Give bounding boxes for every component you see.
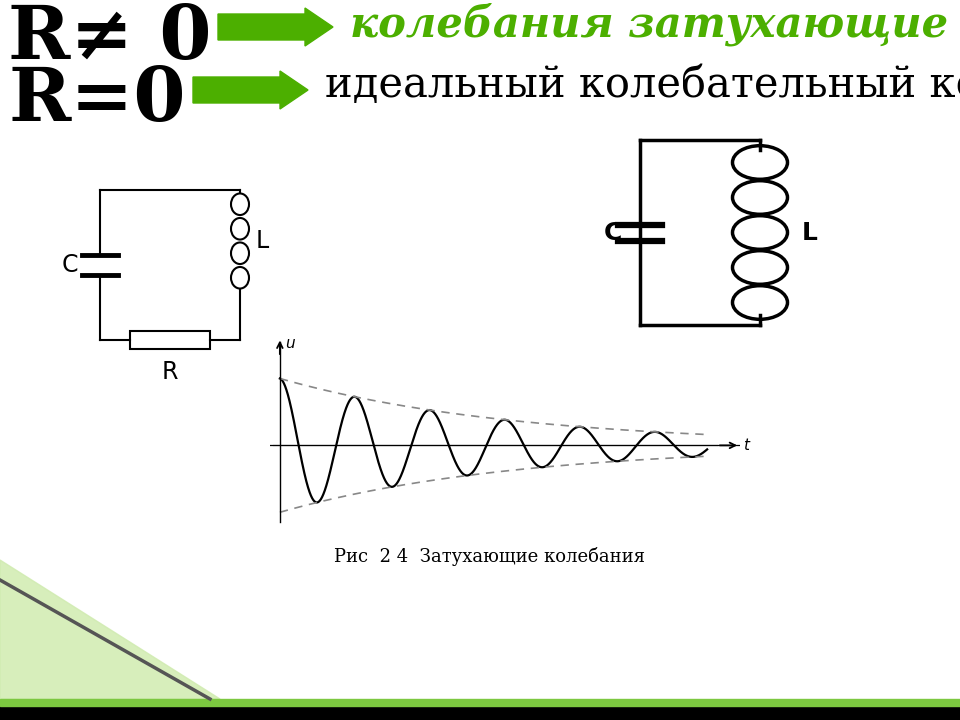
Text: t: t [743,438,750,453]
Text: R: R [161,360,179,384]
Text: L: L [802,220,818,245]
Polygon shape [0,560,220,699]
Bar [0,699,960,706]
FancyArrow shape [193,71,308,109]
Text: C: C [61,253,79,277]
Text: колебания затухающие: колебания затухающие [350,2,948,45]
Bar [0,706,960,720]
Bar [130,331,210,349]
Text: u: u [285,336,295,351]
Text: идеальный колебательный контур: идеальный колебательный контур [325,64,960,107]
Text: Рис  2 4  Затухающие колебания: Рис 2 4 Затухающие колебания [334,547,645,566]
Text: R=0: R=0 [8,64,185,137]
Text: C: C [604,220,622,245]
Text: L: L [255,229,269,253]
FancyArrow shape [218,8,333,46]
Text: R≠ 0: R≠ 0 [8,2,211,75]
